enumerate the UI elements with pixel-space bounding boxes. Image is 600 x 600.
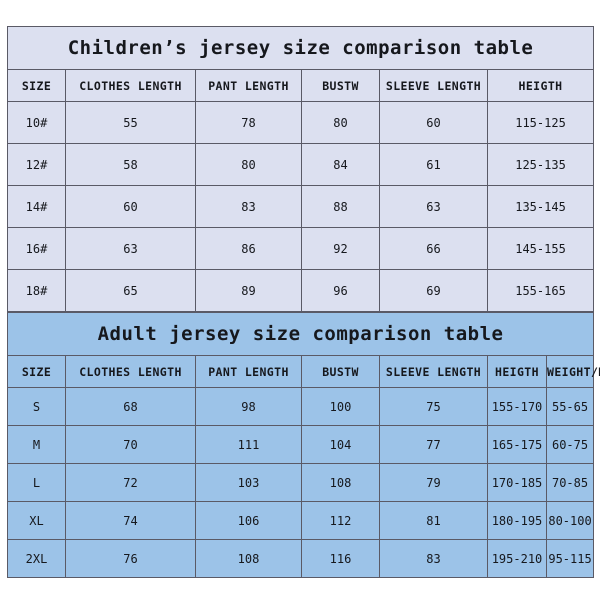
- table-row: 14# 60 83 88 63 135-145: [7, 185, 595, 228]
- cell-clothes-length: 58: [65, 143, 196, 186]
- cell-height: 145-155: [486, 227, 595, 270]
- cell-clothes-length: 74: [65, 501, 196, 540]
- cell-weight: 80-100: [545, 501, 595, 540]
- children-header-height: HEIGTH: [486, 69, 595, 102]
- cell-pant-length: 86: [195, 227, 302, 270]
- cell-sleeve-length: 75: [379, 387, 488, 426]
- adult-header-bust: BUSTW: [301, 355, 380, 388]
- children-table-title: Children’s jersey size comparison table: [6, 26, 595, 70]
- cell-pant-length: 89: [195, 269, 302, 312]
- cell-bust: 100: [301, 387, 380, 426]
- cell-height: 155-170: [487, 387, 547, 426]
- cell-height: 180-195: [487, 501, 547, 540]
- cell-pant-length: 106: [195, 501, 302, 540]
- cell-size: 2XL: [7, 539, 66, 578]
- cell-clothes-length: 65: [65, 269, 196, 312]
- cell-bust: 88: [301, 185, 380, 228]
- cell-bust: 92: [301, 227, 380, 270]
- adult-header-row: SIZE CLOTHES LENGTH PANT LENGTH BUSTW SL…: [7, 355, 600, 388]
- children-header-bust: BUSTW: [301, 69, 380, 102]
- cell-height: 170-185: [487, 463, 547, 502]
- adult-title-row: Adult jersey size comparison table: [6, 312, 595, 356]
- cell-clothes-length: 76: [65, 539, 196, 578]
- cell-size: 16#: [7, 227, 66, 270]
- table-row: 18# 65 89 96 69 155-165: [7, 269, 595, 312]
- cell-size: S: [7, 387, 66, 426]
- cell-pant-length: 98: [195, 387, 302, 426]
- cell-height: 115-125: [486, 101, 595, 144]
- children-header-size: SIZE: [7, 69, 66, 102]
- cell-clothes-length: 72: [65, 463, 196, 502]
- cell-size: L: [7, 463, 66, 502]
- table-row: 2XL 76 108 116 83 195-210 95-115: [7, 539, 595, 578]
- cell-bust: 80: [301, 101, 380, 144]
- cell-clothes-length: 55: [65, 101, 196, 144]
- adult-table-title: Adult jersey size comparison table: [6, 312, 595, 356]
- cell-pant-length: 78: [195, 101, 302, 144]
- cell-sleeve-length: 81: [379, 501, 488, 540]
- table-row: S 68 98 100 75 155-170 55-65: [7, 387, 595, 426]
- cell-clothes-length: 63: [65, 227, 196, 270]
- children-header-row: SIZE CLOTHES LENGTH PANT LENGTH BUSTW SL…: [7, 69, 595, 102]
- cell-clothes-length: 68: [65, 387, 196, 426]
- adult-header-pant-length: PANT LENGTH: [195, 355, 302, 388]
- children-header-sleeve-length: SLEEVE LENGTH: [379, 69, 488, 102]
- cell-size: 12#: [7, 143, 66, 186]
- cell-weight: 55-65: [545, 387, 595, 426]
- cell-size: 14#: [7, 185, 66, 228]
- cell-height: 155-165: [486, 269, 595, 312]
- cell-height: 135-145: [486, 185, 595, 228]
- adult-header-weight: WEIGHT/KG: [545, 355, 600, 388]
- table-row: L 72 103 108 79 170-185 70-85: [7, 463, 595, 502]
- adult-header-size: SIZE: [7, 355, 66, 388]
- cell-weight: 70-85: [545, 463, 595, 502]
- cell-sleeve-length: 69: [379, 269, 488, 312]
- table-row: 10# 55 78 80 60 115-125: [7, 101, 595, 144]
- table-row: 12# 58 80 84 61 125-135: [7, 143, 595, 186]
- children-size-table: Children’s jersey size comparison table …: [6, 26, 595, 312]
- cell-pant-length: 103: [195, 463, 302, 502]
- children-title-row: Children’s jersey size comparison table: [6, 26, 595, 70]
- adult-header-sleeve-length: SLEEVE LENGTH: [379, 355, 488, 388]
- cell-bust: 84: [301, 143, 380, 186]
- cell-clothes-length: 60: [65, 185, 196, 228]
- cell-weight: 95-115: [545, 539, 595, 578]
- cell-sleeve-length: 77: [379, 425, 488, 464]
- cell-sleeve-length: 83: [379, 539, 488, 578]
- table-row: 16# 63 86 92 66 145-155: [7, 227, 595, 270]
- cell-weight: 60-75: [545, 425, 595, 464]
- cell-pant-length: 108: [195, 539, 302, 578]
- cell-height: 125-135: [486, 143, 595, 186]
- cell-bust: 112: [301, 501, 380, 540]
- cell-pant-length: 83: [195, 185, 302, 228]
- cell-pant-length: 80: [195, 143, 302, 186]
- table-row: XL 74 106 112 81 180-195 80-100: [7, 501, 595, 540]
- cell-sleeve-length: 79: [379, 463, 488, 502]
- children-header-pant-length: PANT LENGTH: [195, 69, 302, 102]
- cell-sleeve-length: 66: [379, 227, 488, 270]
- cell-bust: 108: [301, 463, 380, 502]
- children-header-clothes-length: CLOTHES LENGTH: [65, 69, 196, 102]
- adult-header-clothes-length: CLOTHES LENGTH: [65, 355, 196, 388]
- cell-sleeve-length: 63: [379, 185, 488, 228]
- cell-size: 18#: [7, 269, 66, 312]
- cell-bust: 116: [301, 539, 380, 578]
- adult-size-table: Adult jersey size comparison table SIZE …: [6, 312, 600, 578]
- cell-pant-length: 111: [195, 425, 302, 464]
- adult-header-height: HEIGTH: [487, 355, 547, 388]
- cell-bust: 104: [301, 425, 380, 464]
- cell-size: M: [7, 425, 66, 464]
- table-row: M 70 111 104 77 165-175 60-75: [7, 425, 595, 464]
- cell-bust: 96: [301, 269, 380, 312]
- cell-sleeve-length: 61: [379, 143, 488, 186]
- cell-height: 165-175: [487, 425, 547, 464]
- cell-sleeve-length: 60: [379, 101, 488, 144]
- size-chart-page: Children’s jersey size comparison table …: [6, 26, 600, 578]
- cell-clothes-length: 70: [65, 425, 196, 464]
- cell-size: 10#: [7, 101, 66, 144]
- cell-height: 195-210: [487, 539, 547, 578]
- cell-size: XL: [7, 501, 66, 540]
